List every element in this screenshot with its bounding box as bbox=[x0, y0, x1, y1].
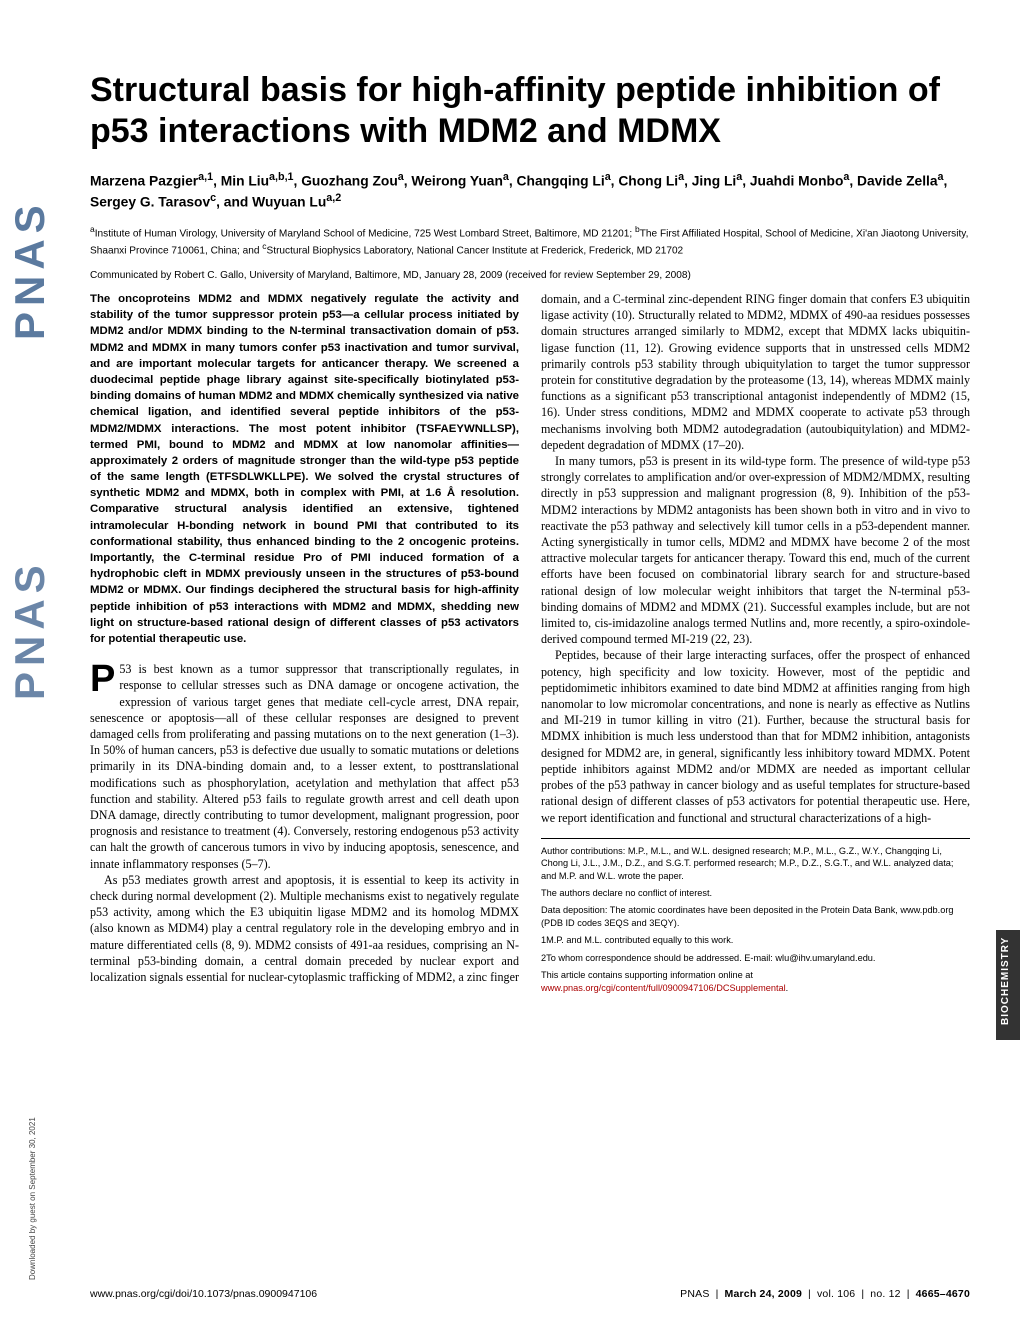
body-paragraph: Peptides, because of their large interac… bbox=[541, 647, 970, 825]
supplemental-link[interactable]: www.pnas.org/cgi/content/full/0900947106… bbox=[541, 983, 786, 993]
pnas-logo: PNAS bbox=[6, 199, 54, 340]
footnote-supplemental: This article contains supporting informa… bbox=[541, 969, 970, 994]
article-page: Structural basis for high-affinity pepti… bbox=[90, 70, 970, 994]
footnote-conflict: The authors declare no conflict of inter… bbox=[541, 887, 970, 899]
section-tab-label: BIOCHEMISTRY bbox=[1000, 937, 1011, 1025]
abstract: The oncoproteins MDM2 and MDMX negativel… bbox=[90, 291, 519, 647]
footer-doi: www.pnas.org/cgi/doi/10.1073/pnas.090094… bbox=[90, 1288, 317, 1300]
body-p1-text: 53 is best known as a tumor suppressor t… bbox=[90, 662, 519, 870]
dropcap: P bbox=[90, 661, 119, 695]
communicated-by: Communicated by Robert C. Gallo, Univers… bbox=[90, 270, 970, 281]
affiliations: aInstitute of Human Virology, University… bbox=[90, 224, 970, 258]
author-list: Marzena Pazgiera,1, Min Liua,b,1, Guozha… bbox=[90, 170, 970, 212]
footnote-correspondence: 2To whom correspondence should be addres… bbox=[541, 952, 970, 964]
article-title: Structural basis for high-affinity pepti… bbox=[90, 70, 970, 152]
journal-side-banner: PNAS PNAS Downloaded by guest on Septemb… bbox=[0, 0, 70, 1344]
two-column-body: The oncoproteins MDM2 and MDMX negativel… bbox=[90, 291, 970, 994]
footnote-contrib: Author contributions: M.P., M.L., and W.… bbox=[541, 845, 970, 882]
pnas-logo-repeat: PNAS bbox=[6, 559, 54, 700]
body-paragraph: P53 is best known as a tumor suppressor … bbox=[90, 661, 519, 872]
section-tab-biochemistry: BIOCHEMISTRY bbox=[996, 930, 1020, 1040]
footnote-equal: 1M.P. and M.L. contributed equally to th… bbox=[541, 934, 970, 946]
page-footer: www.pnas.org/cgi/doi/10.1073/pnas.090094… bbox=[90, 1288, 970, 1300]
footer-citation: PNAS|March 24, 2009|vol. 106|no. 12|4665… bbox=[680, 1288, 970, 1300]
body-paragraph: In many tumors, p53 is present in its wi… bbox=[541, 453, 970, 647]
footnote-deposition: Data deposition: The atomic coordinates … bbox=[541, 904, 970, 929]
downloaded-note: Downloaded by guest on September 30, 202… bbox=[28, 1117, 37, 1280]
footnotes-block: Author contributions: M.P., M.L., and W.… bbox=[541, 838, 970, 994]
